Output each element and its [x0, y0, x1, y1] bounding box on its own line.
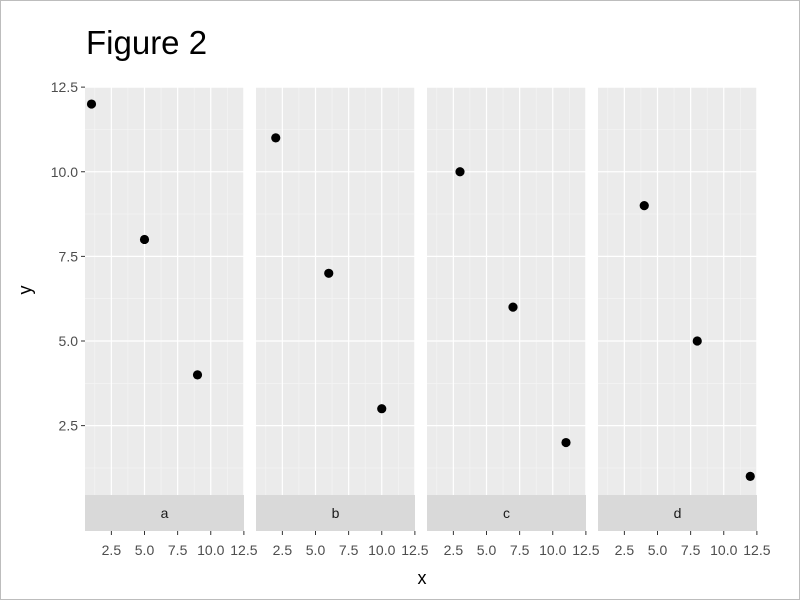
data-point: [192, 370, 203, 380]
data-point: [508, 302, 518, 312]
data-point: [271, 133, 281, 143]
y-axis-title: y: [15, 286, 35, 295]
panel-background: [85, 87, 244, 495]
x-tick-label: 5.0: [306, 542, 326, 558]
facet-strip-label: b: [332, 505, 340, 521]
y-tick-label: 2.5: [59, 418, 79, 434]
y-tick-label: 10.0: [51, 164, 78, 180]
x-tick-label: 5.0: [477, 542, 497, 558]
x-tick-label: 10.0: [539, 542, 566, 558]
x-tick-label: 2.5: [102, 542, 122, 558]
x-tick-label: 5.0: [648, 542, 668, 558]
x-tick-label: 7.5: [681, 542, 701, 558]
x-tick-label: 10.0: [368, 542, 395, 558]
panel-background: [256, 87, 415, 495]
x-tick-label: 12.5: [743, 542, 770, 558]
x-tick-label: 7.5: [510, 542, 530, 558]
facet-strip: [598, 495, 757, 531]
data-point: [745, 471, 755, 481]
facet-strip-label: a: [161, 505, 169, 521]
facet-panel-b: b: [256, 86, 416, 531]
panel-background: [427, 87, 586, 495]
x-tick-label: 10.0: [197, 542, 224, 558]
facet-strip: [85, 495, 244, 531]
data-point: [639, 201, 649, 211]
y-tick-label: 12.5: [51, 79, 78, 95]
x-tick-label: 12.5: [230, 542, 257, 558]
y-tick-label: 5.0: [59, 333, 79, 349]
x-axis: 2.5 5.0 7.5 10.0 12.5 2.5 5.0 7.5 10.0 12.5 2.5 5.0…: [102, 531, 771, 558]
data-point: [377, 404, 387, 414]
data-point: [86, 99, 97, 109]
data-point: [561, 437, 571, 448]
chart-title: Figure 2: [86, 24, 208, 61]
x-tick-label: 5.0: [135, 542, 155, 558]
x-tick-label: 7.5: [339, 542, 359, 558]
facet-panel-c: c: [427, 86, 587, 531]
x-tick-label: 2.5: [273, 542, 293, 558]
data-point: [139, 234, 150, 245]
x-tick-label: 10.0: [710, 542, 737, 558]
x-tick-label: 2.5: [615, 542, 635, 558]
data-point: [692, 336, 702, 346]
data-point: [455, 167, 465, 177]
x-tick-label: 12.5: [572, 542, 599, 558]
data-point: [324, 268, 334, 278]
facet-panels: a b c d: [85, 86, 758, 531]
x-tick-label: 12.5: [401, 542, 428, 558]
x-axis-title: x: [418, 568, 427, 588]
facet-strip-label: d: [674, 505, 682, 521]
x-tick-label: 7.5: [168, 542, 188, 558]
y-axis: 2.5 5.0 7.5 10.0 12.5: [51, 79, 85, 434]
facet-strip: [427, 495, 586, 531]
x-tick-label: 2.5: [444, 542, 464, 558]
facet-strip-label: c: [503, 505, 510, 521]
panel-background: [598, 87, 757, 495]
facet-strip: [256, 495, 415, 531]
y-tick-label: 7.5: [59, 248, 79, 264]
facet-panel-d: d: [598, 86, 758, 531]
facet-panel-a: a: [85, 86, 245, 531]
